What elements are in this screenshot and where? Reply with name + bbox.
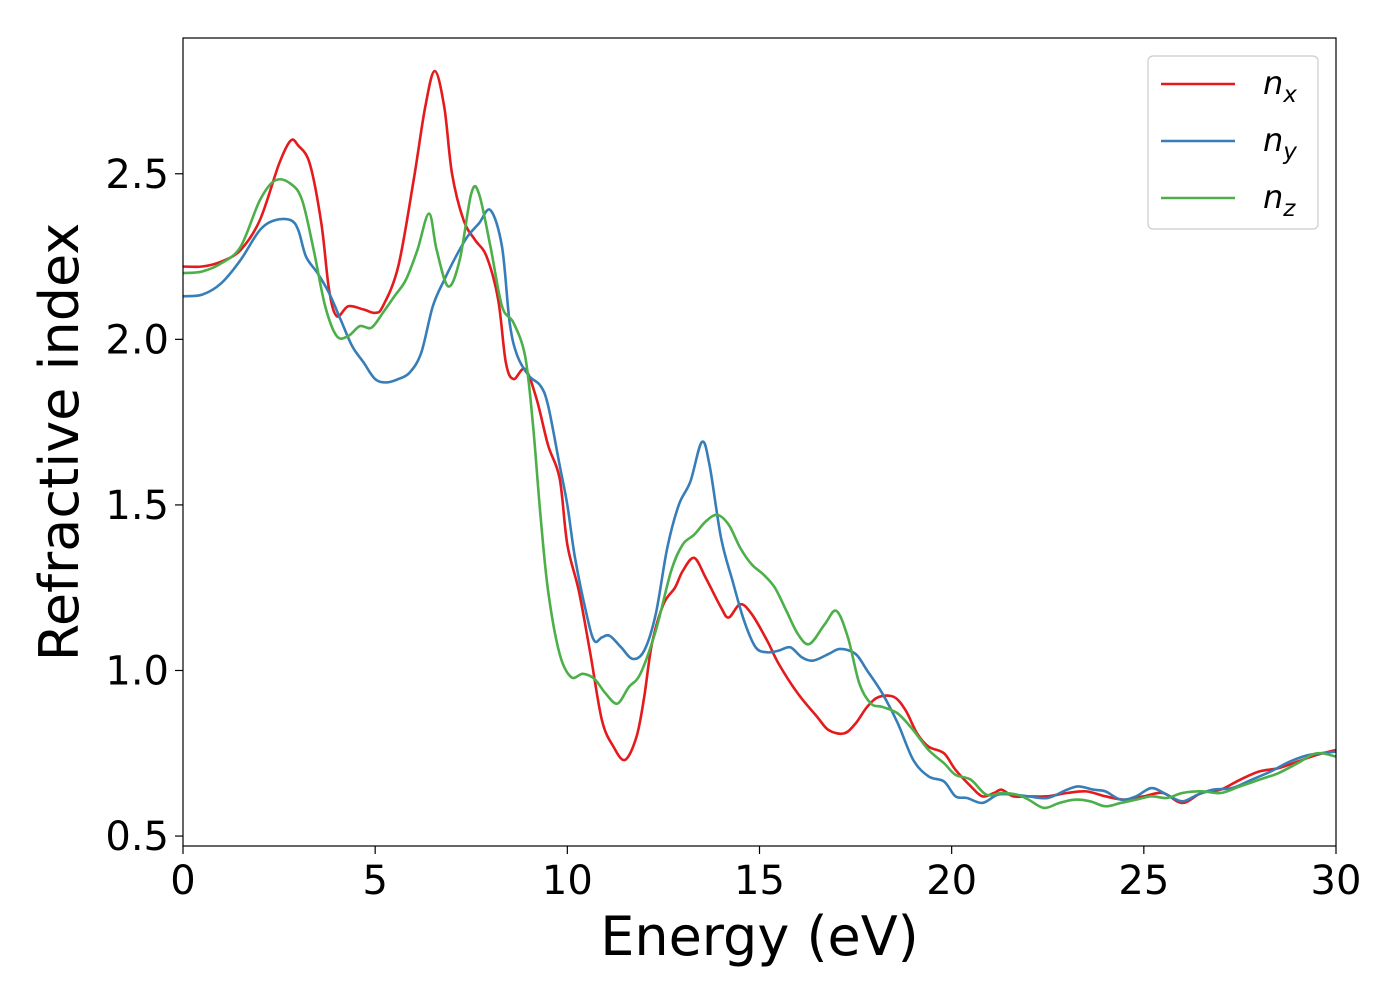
x-tick-label: 10 xyxy=(542,858,593,904)
x-tick-label: 15 xyxy=(734,858,785,904)
legend-label: ny xyxy=(1263,121,1297,165)
x-axis-ticks: 0 5 10 15 20 25 30 xyxy=(170,846,1361,904)
legend-box xyxy=(1147,55,1319,230)
series-line-n-y xyxy=(183,208,1336,805)
x-tick-label: 30 xyxy=(1311,858,1362,904)
y-tick-label: 2.5 xyxy=(105,152,169,198)
x-tick-label: 20 xyxy=(926,858,977,904)
series-layer xyxy=(183,69,1336,810)
x-tick-label: 5 xyxy=(362,858,387,904)
y-tick-label: 0.5 xyxy=(105,814,169,860)
y-axis-ticks: 0.5 1.0 1.5 2.0 2.5 xyxy=(105,152,183,860)
legend-label: nz xyxy=(1263,178,1296,222)
x-tick-label: 0 xyxy=(170,858,195,904)
x-tick-label: 25 xyxy=(1118,858,1169,904)
y-axis-title: Refractive index xyxy=(28,223,91,662)
y-tick-label: 1.5 xyxy=(105,483,169,529)
series-line-n-z xyxy=(183,177,1336,810)
legend-label: nx xyxy=(1263,64,1297,108)
y-tick-label: 1.0 xyxy=(105,648,169,694)
y-tick-label: 2.0 xyxy=(105,317,169,363)
legend: nx ny nz xyxy=(1147,55,1319,230)
x-axis-title: Energy (eV) xyxy=(600,905,919,968)
